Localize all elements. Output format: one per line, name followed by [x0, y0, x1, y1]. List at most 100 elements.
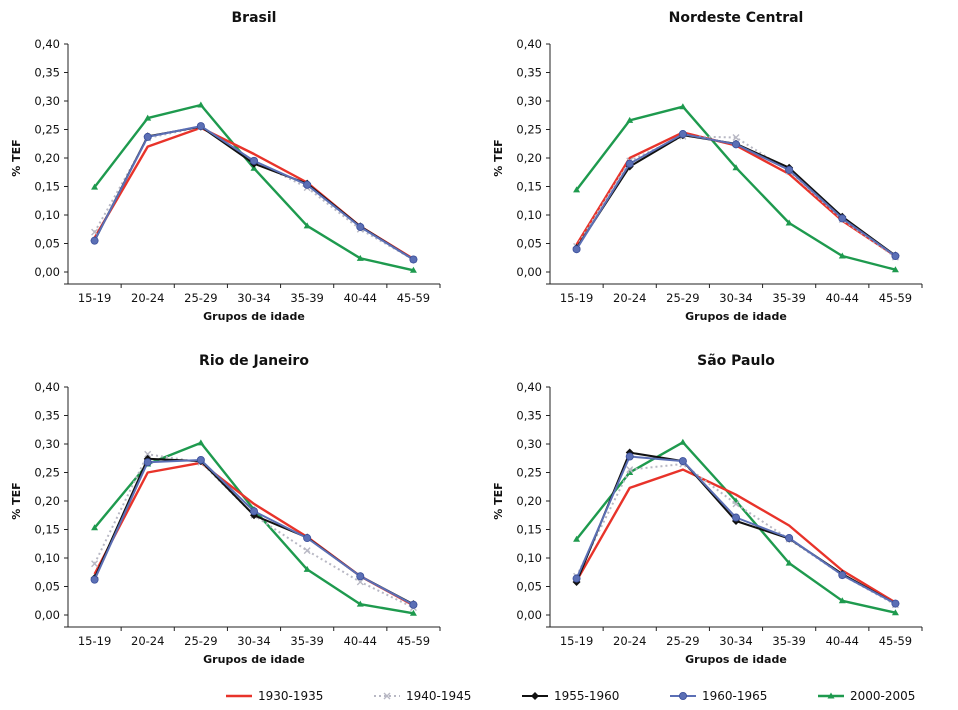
- series-1955-1960: [90, 122, 418, 264]
- y-tick-label: 0,30: [516, 437, 542, 451]
- x-tick-label: 25-29: [666, 634, 699, 648]
- y-tick-label: 0,35: [34, 409, 60, 423]
- x-tick-label: 45-59: [879, 291, 912, 305]
- panel-title: Brasil: [232, 10, 277, 26]
- data-point: [91, 560, 99, 568]
- x-tick-label: 35-39: [290, 634, 323, 648]
- y-tick-label: 0,40: [516, 37, 542, 51]
- x-tick-label: 25-29: [666, 291, 699, 305]
- data-point: [250, 164, 258, 171]
- legend-label: 2000-2005: [850, 689, 915, 703]
- data-point: [732, 140, 741, 149]
- series-1960-1965: [90, 122, 418, 264]
- series-2000-2005: [91, 439, 417, 616]
- y-tick-label: 0,15: [34, 523, 60, 537]
- series-line: [93, 125, 414, 261]
- series-1940-1945: [573, 132, 899, 261]
- data-point: [356, 572, 365, 581]
- x-tick-label: 20-24: [131, 291, 164, 305]
- x-tick-label: 30-34: [237, 291, 270, 305]
- series-line: [575, 468, 897, 604]
- x-tick-label: 15-19: [78, 634, 111, 648]
- data-point: [303, 547, 311, 555]
- data-point: [90, 575, 99, 584]
- data-point: [356, 600, 364, 607]
- series-line: [575, 451, 896, 605]
- x-tick-label: 45-59: [397, 634, 430, 648]
- x-tick-label: 15-19: [560, 291, 593, 305]
- data-point: [91, 524, 99, 531]
- x-tick-label: 25-29: [184, 291, 217, 305]
- x-tick-label: 15-19: [78, 291, 111, 305]
- legend-label: 1960-1965: [702, 689, 767, 703]
- y-tick-label: 0,25: [516, 123, 542, 137]
- data-point: [91, 228, 99, 236]
- y-tick-label: 0,00: [34, 608, 60, 622]
- series-line: [575, 134, 896, 257]
- series-line: [93, 103, 414, 272]
- y-tick-label: 0,40: [34, 37, 60, 51]
- x-tick-label: 20-24: [613, 634, 646, 648]
- x-tick-label: 40-44: [344, 634, 377, 648]
- series-line: [575, 133, 896, 257]
- y-tick-label: 0,35: [34, 66, 60, 80]
- legend-marker: [679, 692, 688, 701]
- y-tick-label: 0,25: [34, 466, 60, 480]
- data-point: [303, 222, 311, 229]
- legend-item-1955-1960: 1955-1960: [522, 689, 619, 703]
- series-line: [575, 105, 896, 271]
- data-point: [90, 236, 99, 245]
- x-tick-label: 45-59: [879, 634, 912, 648]
- data-point: [891, 609, 899, 616]
- legend-marker: [531, 692, 539, 700]
- series-line: [93, 453, 414, 609]
- data-point: [144, 450, 152, 458]
- data-point: [625, 159, 634, 168]
- data-point: [626, 466, 634, 474]
- series-1960-1965: [572, 130, 900, 261]
- y-tick-label: 0,10: [516, 208, 542, 222]
- data-point: [679, 438, 687, 445]
- y-tick-label: 0,30: [34, 94, 60, 108]
- panel-title: Nordeste Central: [669, 10, 804, 26]
- y-axis-label: % TEF: [10, 139, 23, 176]
- x-tick-label: 30-34: [719, 634, 752, 648]
- data-point: [732, 500, 740, 508]
- panels: Brasil 0,00 0,05 0,10 0,15 0,20 0,25 0,30 0,35 0,…: [10, 10, 923, 666]
- data-point: [891, 599, 900, 608]
- series-2000-2005: [573, 103, 899, 273]
- data-point: [573, 186, 581, 193]
- data-point: [143, 132, 152, 141]
- y-tick-label: 0,00: [516, 265, 542, 279]
- data-point: [249, 507, 258, 516]
- x-tick-label: 30-34: [237, 634, 270, 648]
- data-point: [785, 165, 794, 174]
- data-point: [678, 130, 687, 139]
- data-point: [196, 455, 205, 464]
- series-2000-2005: [573, 438, 899, 616]
- x-axis-label: Grupos de idade: [685, 310, 787, 323]
- data-point: [626, 469, 634, 475]
- data-point: [785, 219, 793, 226]
- legend: 1930-1935 1940-1945 1955-1960 1960-1965 2000…: [226, 689, 915, 703]
- data-point: [626, 116, 634, 123]
- y-tick-label: 0,20: [34, 151, 60, 165]
- series-1960-1965: [90, 455, 418, 609]
- y-tick-label: 0,30: [34, 437, 60, 451]
- y-tick-label: 0,10: [34, 551, 60, 565]
- y-tick-label: 0,05: [34, 237, 60, 251]
- x-tick-label: 40-44: [826, 291, 859, 305]
- data-point: [303, 565, 311, 572]
- x-tick-label: 45-59: [397, 291, 430, 305]
- series-1955-1960: [572, 131, 900, 260]
- x-tick-label: 40-44: [344, 291, 377, 305]
- panel-sao-paulo: São Paulo 0,00 0,05 0,10 0,15 0,20 0,25 0,30 0,3…: [492, 353, 923, 666]
- data-point: [838, 597, 846, 604]
- y-axis-label: % TEF: [492, 139, 505, 176]
- y-tick-label: 0,15: [516, 523, 542, 537]
- y-tick-label: 0,35: [516, 409, 542, 423]
- data-point: [303, 534, 312, 543]
- series-1930-1935: [575, 131, 897, 257]
- data-point: [356, 222, 365, 231]
